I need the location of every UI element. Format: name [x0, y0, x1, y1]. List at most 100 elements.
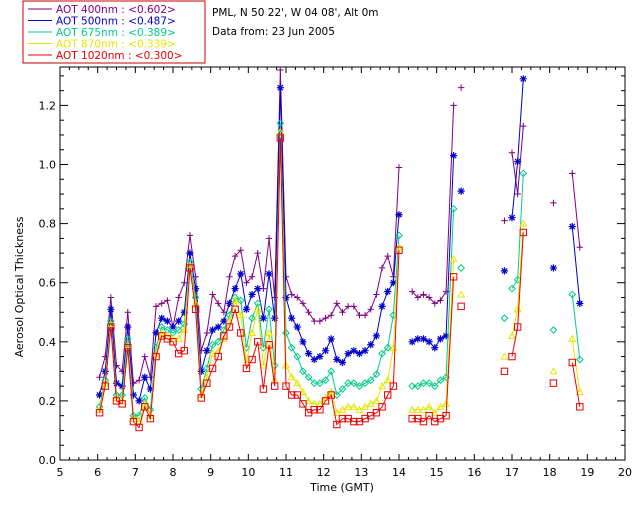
data-point	[373, 291, 380, 298]
y-tick-label: 1.0	[39, 159, 57, 172]
data-point	[508, 352, 516, 361]
data-point	[231, 285, 239, 293]
data-point	[107, 294, 115, 301]
data-point	[350, 303, 357, 310]
data-point	[310, 355, 318, 364]
data-point	[259, 385, 268, 393]
data-point	[321, 397, 330, 405]
data-point	[203, 347, 211, 355]
data-point	[215, 300, 222, 307]
data-point	[141, 403, 149, 411]
data-point	[457, 290, 466, 298]
series-line	[511, 232, 524, 357]
data-point	[436, 402, 445, 410]
data-point	[378, 264, 386, 272]
data-point	[163, 317, 171, 325]
data-point	[293, 378, 302, 387]
data-point	[338, 385, 347, 393]
data-point	[349, 402, 358, 410]
data-point	[180, 308, 188, 316]
data-point	[450, 102, 457, 109]
data-point	[219, 334, 228, 342]
x-axis-title: Time (GMT)	[309, 481, 374, 494]
data-point	[350, 347, 358, 355]
data-point	[457, 84, 465, 91]
data-point	[248, 328, 257, 336]
y-tick-label: 0.8	[39, 218, 57, 231]
legend-entry: AOT 1020nm : <0.300>	[56, 50, 183, 62]
data-point	[248, 273, 256, 280]
data-point	[419, 335, 428, 343]
data-point	[175, 317, 183, 325]
data-point	[310, 379, 319, 388]
data-point	[430, 408, 439, 416]
data-point	[304, 396, 313, 404]
data-point	[425, 411, 433, 420]
data-point	[378, 349, 386, 358]
x-tick-label: 18	[543, 466, 557, 479]
data-point	[304, 373, 313, 382]
data-point	[276, 84, 284, 92]
data-point	[344, 303, 352, 310]
data-point	[220, 332, 228, 340]
data-point	[276, 119, 285, 128]
series-line	[511, 223, 524, 336]
data-point	[414, 335, 422, 343]
data-point	[208, 340, 217, 349]
series-line	[571, 294, 581, 360]
data-point	[208, 349, 217, 357]
data-point	[327, 367, 336, 376]
data-point	[519, 219, 528, 227]
data-point	[214, 352, 222, 361]
legend-entry: AOT 400nm : <0.602>	[56, 4, 176, 16]
data-point	[457, 264, 466, 272]
data-point	[395, 164, 403, 171]
data-point	[152, 303, 160, 310]
legend-box	[22, 0, 206, 64]
data-point	[135, 397, 143, 405]
data-point	[101, 367, 109, 375]
data-point	[248, 355, 256, 364]
data-point	[321, 347, 330, 355]
data-point	[315, 379, 324, 388]
data-point	[408, 338, 416, 346]
data-point	[430, 382, 439, 391]
data-point	[350, 417, 358, 426]
data-point	[186, 249, 194, 257]
data-point	[220, 309, 228, 316]
data-point	[288, 314, 296, 322]
data-point	[287, 391, 296, 399]
data-point	[265, 235, 273, 242]
data-point	[169, 323, 177, 331]
data-point	[576, 299, 584, 307]
series-2	[95, 75, 584, 405]
data-point	[282, 329, 290, 337]
data-point	[265, 328, 274, 336]
data-point	[575, 387, 584, 396]
data-point	[575, 355, 584, 364]
data-point	[129, 391, 138, 399]
data-point	[549, 326, 558, 334]
data-point	[208, 364, 217, 373]
data-point	[174, 334, 183, 342]
data-point	[282, 382, 290, 390]
data-point	[327, 335, 335, 343]
data-point	[316, 406, 324, 414]
data-point	[226, 273, 233, 280]
data-point	[333, 420, 341, 429]
data-point	[236, 310, 245, 319]
data-point	[237, 270, 245, 278]
data-point	[355, 350, 364, 358]
data-point	[237, 329, 245, 337]
data-point	[253, 305, 262, 313]
data-point	[366, 376, 375, 385]
series-line	[571, 226, 581, 304]
data-point	[333, 300, 341, 307]
data-point	[203, 379, 211, 387]
data-point	[549, 379, 558, 387]
data-point	[372, 396, 381, 404]
data-point	[419, 405, 428, 413]
data-point	[549, 367, 558, 375]
x-tick-label: 8	[170, 466, 177, 479]
